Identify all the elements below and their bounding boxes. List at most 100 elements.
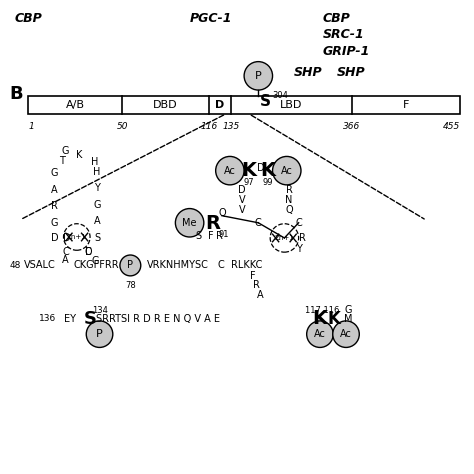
Text: SHP: SHP xyxy=(294,66,322,79)
Text: N: N xyxy=(285,195,293,205)
Circle shape xyxy=(333,321,359,347)
Text: F: F xyxy=(208,231,213,241)
Text: S: S xyxy=(83,310,96,328)
Text: A: A xyxy=(94,216,100,227)
Text: D: D xyxy=(63,233,70,244)
Text: D: D xyxy=(257,163,264,173)
Text: M: M xyxy=(344,313,352,324)
Bar xyxy=(28,96,460,114)
Text: G: G xyxy=(91,255,99,266)
Text: R: R xyxy=(205,214,220,233)
Text: 135: 135 xyxy=(223,122,240,131)
Circle shape xyxy=(120,255,141,276)
Text: K: K xyxy=(241,161,256,180)
Text: Q: Q xyxy=(285,204,293,215)
Text: V: V xyxy=(238,195,245,205)
Text: R: R xyxy=(299,233,306,243)
Text: SRRTSI R D R E N Q V A E: SRRTSI R D R E N Q V A E xyxy=(96,313,220,324)
Text: A/B: A/B xyxy=(66,100,85,110)
Text: 116: 116 xyxy=(200,122,218,131)
Text: VSALC: VSALC xyxy=(24,260,55,271)
Text: G: G xyxy=(51,168,58,178)
Circle shape xyxy=(244,62,273,90)
Text: C: C xyxy=(295,218,302,228)
Text: A: A xyxy=(51,184,58,195)
Text: 1: 1 xyxy=(28,122,34,131)
Text: Ac: Ac xyxy=(281,165,293,176)
Text: R: R xyxy=(286,184,292,195)
Text: H: H xyxy=(93,166,101,177)
Text: GRIP-1: GRIP-1 xyxy=(322,45,370,58)
Text: 304: 304 xyxy=(273,91,288,100)
Text: 136: 136 xyxy=(39,314,56,323)
Text: PGC-1: PGC-1 xyxy=(190,12,232,25)
Text: LBD: LBD xyxy=(280,100,303,110)
Circle shape xyxy=(86,321,113,347)
Text: V: V xyxy=(238,204,245,215)
Text: G: G xyxy=(62,146,69,156)
Text: Y: Y xyxy=(296,244,301,254)
Text: K: K xyxy=(76,150,83,161)
Text: F: F xyxy=(403,100,409,110)
Text: H: H xyxy=(91,157,99,167)
Circle shape xyxy=(273,156,301,185)
Text: CBP: CBP xyxy=(14,12,42,25)
Circle shape xyxy=(216,156,244,185)
Text: Y: Y xyxy=(94,183,100,193)
Text: D: D xyxy=(215,100,225,110)
Text: B: B xyxy=(9,85,23,103)
Text: 91: 91 xyxy=(219,230,229,238)
Text: P: P xyxy=(128,260,133,271)
Text: 455: 455 xyxy=(443,122,460,131)
Text: 78: 78 xyxy=(125,281,136,290)
Text: Zn+1: Zn+1 xyxy=(274,235,294,241)
Text: SHP: SHP xyxy=(337,66,365,79)
Text: Ac: Ac xyxy=(314,329,326,339)
Text: R: R xyxy=(216,231,223,241)
Text: C: C xyxy=(255,218,262,228)
Text: DBD: DBD xyxy=(153,100,178,110)
Text: Me: Me xyxy=(182,218,197,228)
Text: G: G xyxy=(345,305,352,316)
Text: D: D xyxy=(85,247,93,257)
Text: 99: 99 xyxy=(263,179,273,187)
Text: Q: Q xyxy=(218,208,226,219)
Text: S: S xyxy=(195,231,201,241)
Text: D: D xyxy=(51,233,58,244)
Text: F: F xyxy=(250,271,256,281)
Text: A: A xyxy=(257,290,264,300)
Text: R: R xyxy=(51,201,58,211)
Text: 50: 50 xyxy=(117,122,128,131)
Text: P: P xyxy=(96,329,103,339)
Text: Ac: Ac xyxy=(224,165,236,176)
Circle shape xyxy=(307,321,333,347)
Circle shape xyxy=(175,209,204,237)
Text: Zn+1: Zn+1 xyxy=(67,234,87,240)
Text: G: G xyxy=(93,200,101,210)
Circle shape xyxy=(64,224,90,250)
Text: P: P xyxy=(255,71,262,81)
Circle shape xyxy=(270,224,299,252)
Text: VRKNHMYSC: VRKNHMYSC xyxy=(147,260,209,271)
Text: CKGFFRR: CKGFFRR xyxy=(73,260,119,271)
Text: C: C xyxy=(63,247,70,257)
Text: CBP: CBP xyxy=(322,12,350,25)
Text: RLKKC: RLKKC xyxy=(231,260,262,271)
Text: C: C xyxy=(84,247,91,257)
Text: 117 116: 117 116 xyxy=(305,306,339,315)
Text: S: S xyxy=(94,233,100,243)
Text: EY: EY xyxy=(64,313,76,324)
Text: K: K xyxy=(328,310,341,328)
Text: T: T xyxy=(59,156,64,166)
Text: 366: 366 xyxy=(343,122,361,131)
Text: C: C xyxy=(217,260,224,271)
Text: R: R xyxy=(253,280,259,291)
Text: K: K xyxy=(260,161,275,180)
Text: SRC-1: SRC-1 xyxy=(322,28,364,41)
Text: S: S xyxy=(260,94,271,109)
Text: D: D xyxy=(238,184,246,195)
Text: A: A xyxy=(62,255,69,265)
Text: K: K xyxy=(312,309,328,328)
Text: Ac: Ac xyxy=(340,329,352,339)
Text: 48: 48 xyxy=(9,261,21,270)
